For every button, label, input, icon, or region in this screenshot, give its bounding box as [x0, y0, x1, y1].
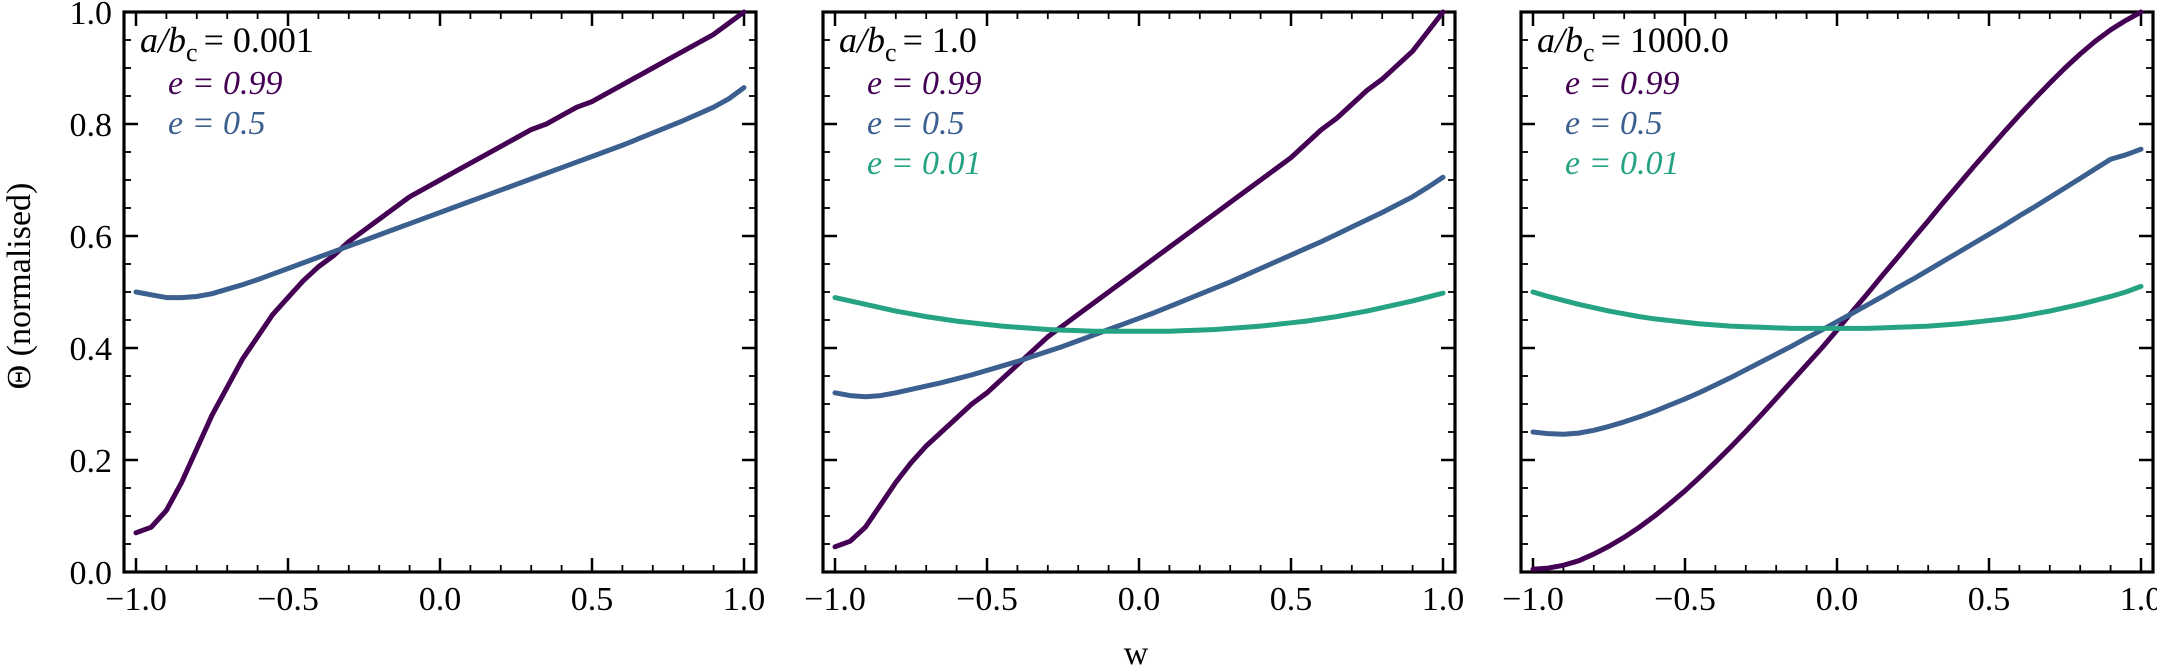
y-tick-label: 0.8	[70, 107, 113, 144]
x-axis-label: w	[1124, 635, 1149, 670]
series-line-e001	[1530, 283, 2144, 331]
series-line-e001	[832, 290, 1446, 334]
x-tick-label: 0.5	[571, 581, 614, 618]
panel-title-sub: c	[1583, 38, 1595, 67]
legend-entry: e = 0.5	[1565, 105, 1663, 142]
series-line-e05	[832, 174, 1446, 400]
x-tick-label: 1.0	[1422, 581, 1465, 618]
panel-title-value: = 0.001	[204, 20, 314, 60]
series-line-e099	[133, 9, 747, 536]
x-tick-label: 0.5	[1270, 581, 1313, 618]
y-axis-label: Θ (normalised)	[1, 183, 38, 390]
series-line-e099	[832, 9, 1446, 550]
panel-title-sub: c	[186, 38, 198, 67]
x-tick-label: −0.5	[1654, 581, 1716, 618]
panel-2: −1.0 −0.5 0.0 0.5 1.0a/bc = 1.0e = 0.99e = 0.…	[804, 9, 1465, 618]
series-line-e05	[133, 85, 747, 301]
x-tick-label: 0.0	[1816, 581, 1859, 618]
panel-title-main: a/b	[140, 20, 186, 60]
x-tick-label: 1.0	[2120, 581, 2157, 618]
series-line-e05	[1530, 146, 2144, 437]
panel-title: a/bc = 1.0	[839, 20, 977, 67]
panel-title-value: = 1.0	[903, 20, 977, 60]
panel-1: −1.0 −0.5 0.0 0.5 1.0 0.0 0.2 0.4 0.6 0.8 1.0 a/bc =…	[70, 0, 766, 618]
x-tick-label: −1.0	[105, 581, 167, 618]
x-tick-label: −1.0	[1502, 581, 1564, 618]
y-tick-label: 1.0	[70, 0, 113, 32]
legend-entry: e = 0.5	[867, 105, 965, 142]
panel-title-main: a/b	[839, 20, 885, 60]
x-tick-label: 1.0	[723, 581, 766, 618]
x-tick-label: −0.5	[956, 581, 1018, 618]
y-tick-label: 0.4	[70, 331, 113, 368]
legend-entry: e = 0.5	[168, 105, 266, 142]
x-tick-label: −1.0	[804, 581, 866, 618]
x-tick-label: −0.5	[257, 581, 319, 618]
legend-entry: e = 0.99	[168, 65, 283, 102]
legend-entry: e = 0.01	[1565, 145, 1680, 182]
x-tick-label: 0.5	[1968, 581, 2011, 618]
legend-entry: e = 0.99	[1565, 65, 1680, 102]
legend-entry: e = 0.01	[867, 145, 982, 182]
y-tick-label: 0.0	[70, 555, 113, 592]
panel-title-main: a/b	[1537, 20, 1583, 60]
panel-title-value: = 1000.0	[1601, 20, 1729, 60]
panel-title: a/bc = 0.001	[140, 20, 314, 67]
panel-title-sub: c	[885, 38, 897, 67]
legend-entry: e = 0.99	[867, 65, 982, 102]
y-tick-label: 0.6	[70, 219, 113, 256]
panel-3: −1.0 −0.5 0.0 0.5 1.0a/bc = 1000.0e = 0.99e =…	[1502, 9, 2157, 618]
y-tick-label: 0.2	[70, 443, 113, 480]
panel-title: a/bc = 1000.0	[1537, 20, 1729, 67]
x-tick-label: 0.0	[419, 581, 462, 618]
x-tick-label: 0.0	[1118, 581, 1161, 618]
